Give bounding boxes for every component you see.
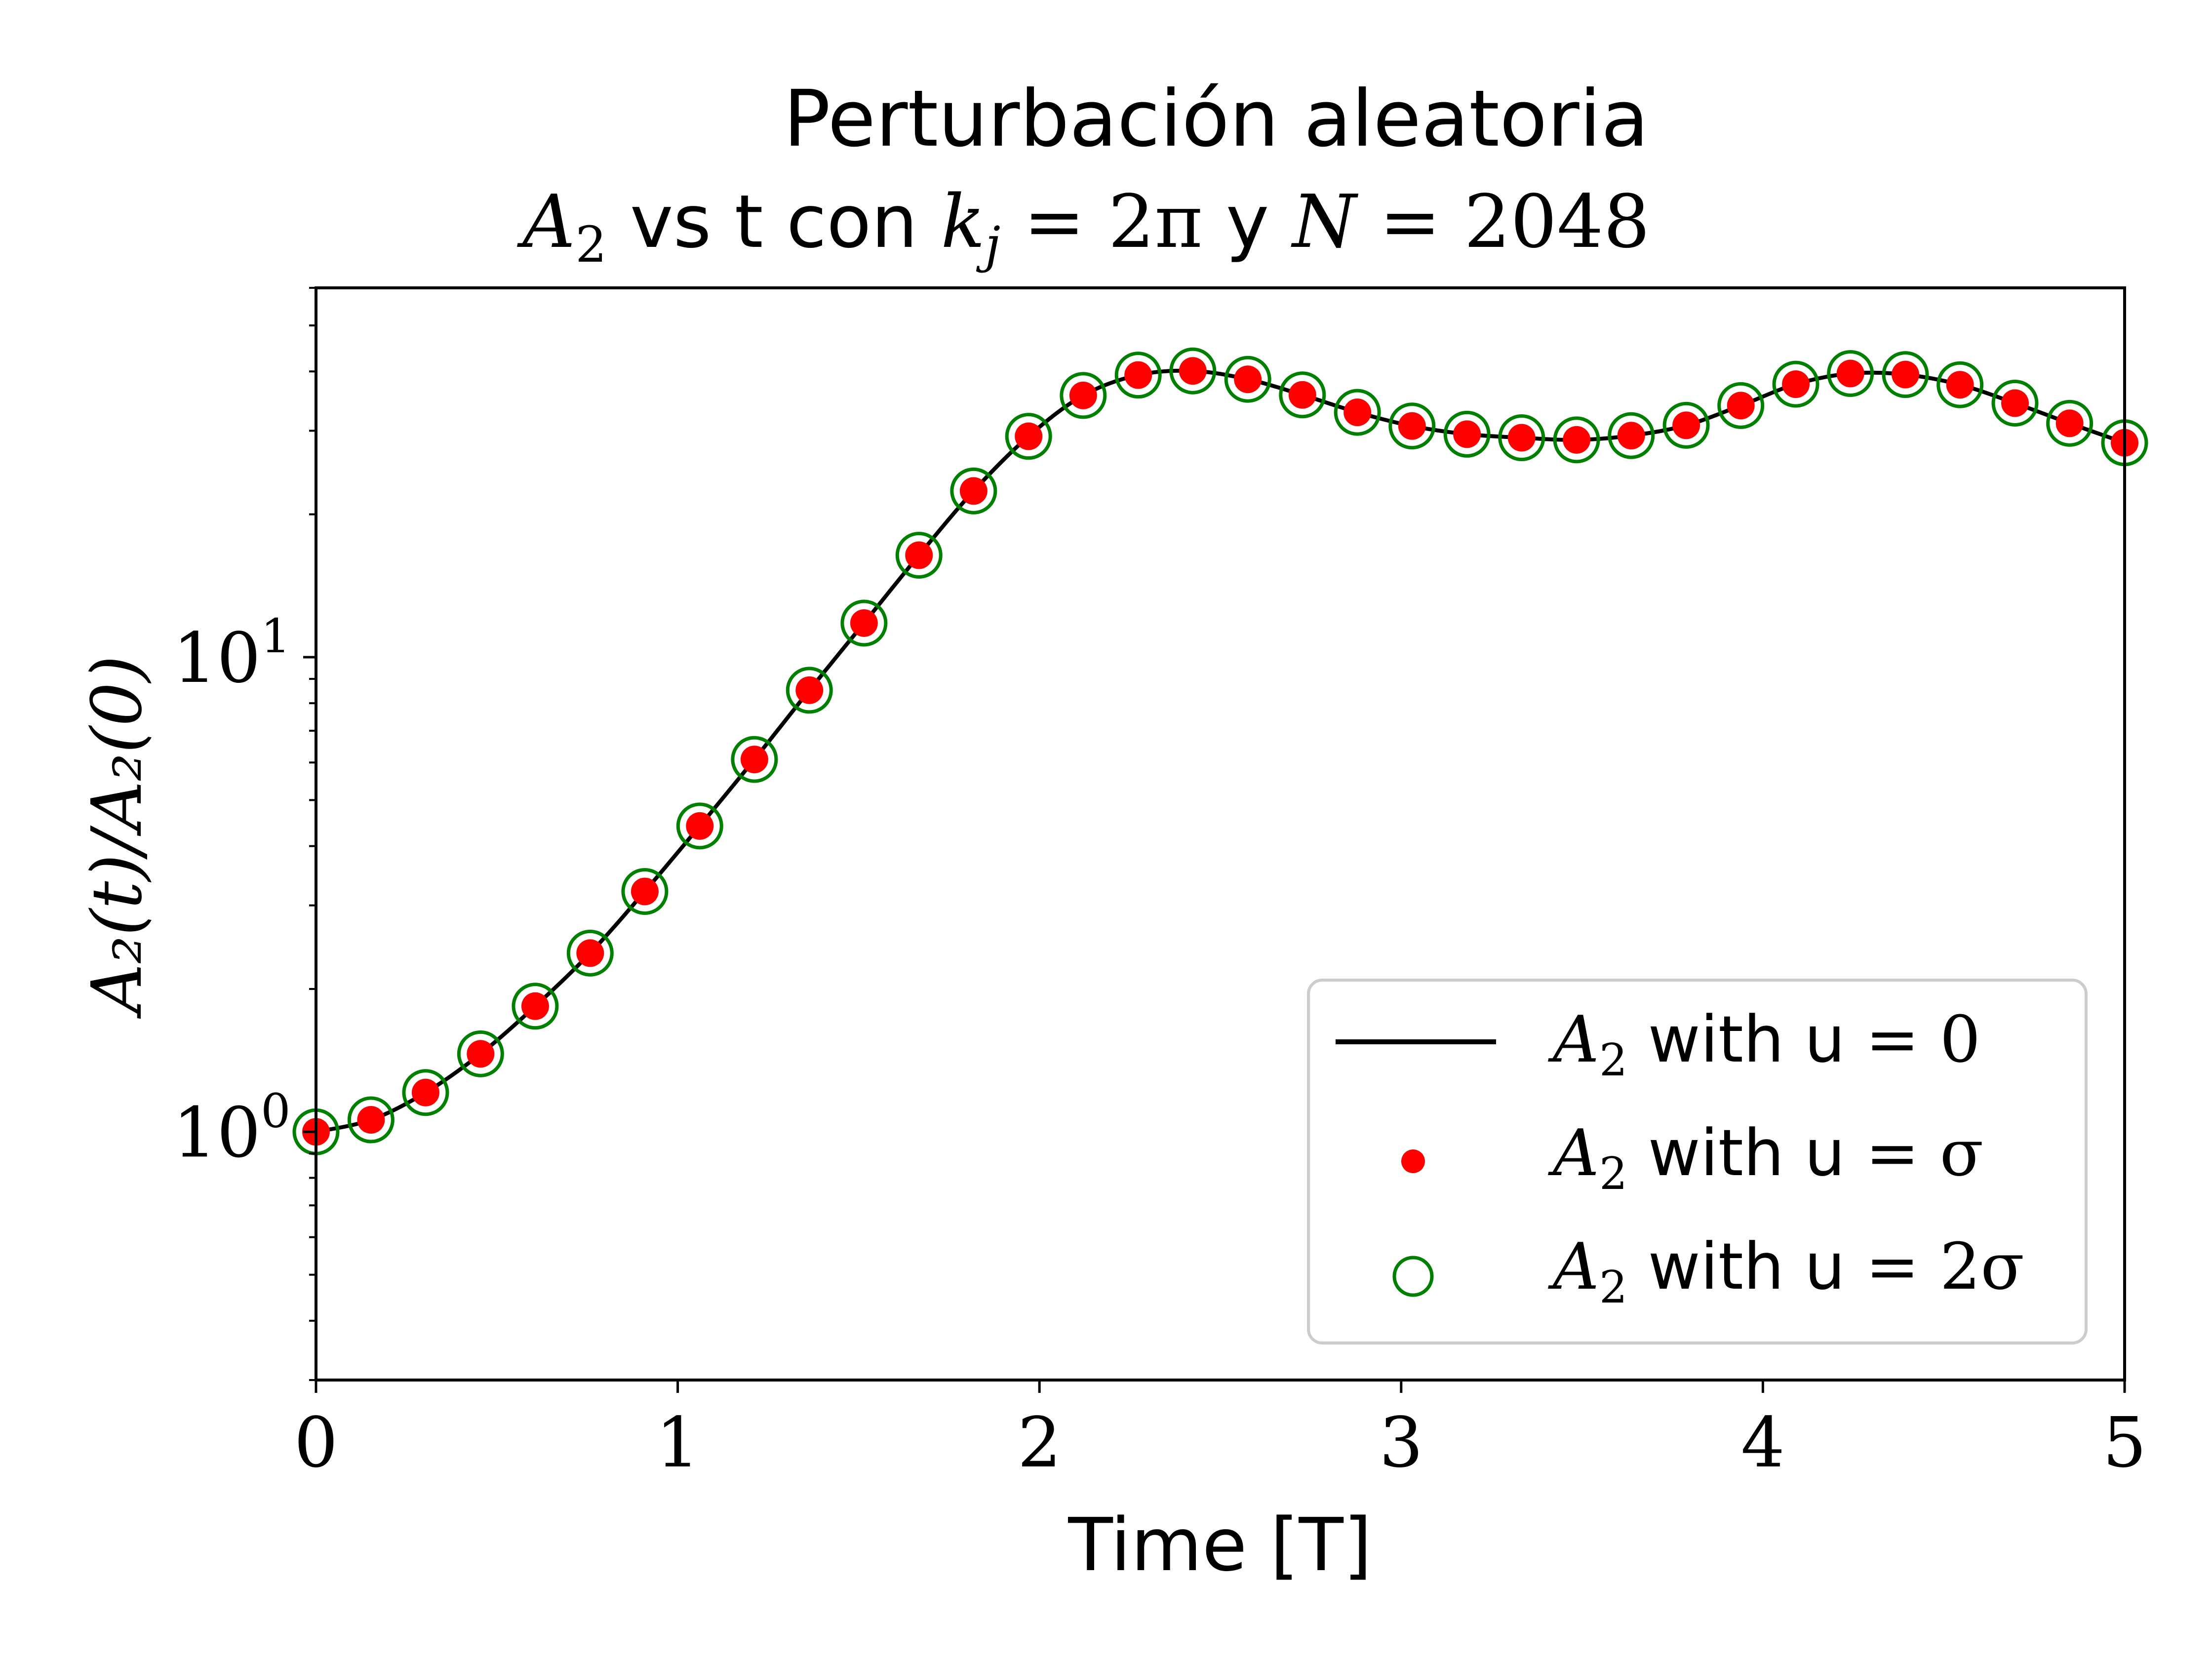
point-u-sigma xyxy=(1343,398,1372,427)
legend-open-swatch xyxy=(1392,1256,1434,1297)
point-u-sigma xyxy=(1617,422,1645,450)
point-u-sigma xyxy=(686,812,714,840)
point-u-sigma xyxy=(1069,381,1097,409)
point-u-sigma xyxy=(740,746,768,774)
point-u-2sigma xyxy=(1279,371,1326,419)
point-u-sigma xyxy=(1727,392,1755,420)
point-u-2sigma xyxy=(457,1030,504,1077)
point-u-2sigma xyxy=(2046,399,2094,447)
point-u-2sigma xyxy=(402,1069,449,1116)
point-u-2sigma xyxy=(1388,402,1436,450)
point-u-2sigma xyxy=(1005,413,1052,460)
point-u-sigma xyxy=(357,1106,385,1134)
x-tick-layer: 0 1 2 3 4 5 xyxy=(294,1380,2147,1483)
chart-title: Perturbación aleatoria xyxy=(784,74,1649,164)
y-tick-label: 100 xyxy=(173,1084,291,1173)
point-u-2sigma xyxy=(512,983,559,1030)
legend-label-u2sigma: A2 with u = 2σ xyxy=(1548,1229,2024,1313)
point-u-sigma xyxy=(1179,357,1207,385)
point-u-sigma xyxy=(1234,365,1262,394)
point-u-2sigma xyxy=(1334,389,1381,436)
point-u-2sigma xyxy=(950,467,997,514)
point-u-2sigma xyxy=(347,1096,395,1144)
chart-subtitle: A2 vs t con kj = 2π y N = 2048 xyxy=(516,179,1650,274)
x-tick-label: 4 xyxy=(1741,1403,1785,1483)
point-u-2sigma xyxy=(1224,356,1271,403)
point-u-sigma xyxy=(1398,412,1426,440)
point-u-sigma xyxy=(521,992,549,1020)
x-tick-label: 3 xyxy=(1379,1403,1423,1483)
point-u-2sigma xyxy=(895,532,943,579)
point-u-sigma xyxy=(467,1040,495,1068)
point-u-sigma xyxy=(1015,422,1043,450)
marker-layer xyxy=(292,347,2148,1155)
point-u-sigma xyxy=(1124,361,1152,389)
point-u-sigma xyxy=(1563,426,1591,454)
legend: A2 with u = 0 A2 with u = σ A2 with u = … xyxy=(1307,979,2088,1344)
point-u-2sigma xyxy=(1717,382,1765,429)
point-u-sigma xyxy=(631,877,659,906)
point-u-2sigma xyxy=(1498,414,1545,462)
point-u-2sigma xyxy=(840,599,888,647)
y-tick-label: 101 xyxy=(173,609,291,699)
y-axis-label: A₂(t)/A₂(0) xyxy=(77,655,158,1019)
point-u-2sigma xyxy=(1991,379,2039,427)
point-u-sigma xyxy=(2001,389,2029,417)
point-u-2sigma xyxy=(621,868,669,915)
point-u-2sigma xyxy=(1114,352,1162,399)
point-u-2sigma xyxy=(1443,410,1491,458)
point-u-sigma xyxy=(905,541,933,569)
x-tick-label: 1 xyxy=(656,1403,700,1483)
point-u-2sigma xyxy=(1882,351,1929,398)
legend-label-usigma: A2 with u = σ xyxy=(1548,1115,1983,1200)
point-u-sigma xyxy=(1672,411,1700,439)
point-u-sigma xyxy=(2055,409,2084,437)
point-u-sigma xyxy=(1946,371,1974,399)
point-u-2sigma xyxy=(1169,347,1217,395)
point-u-sigma xyxy=(850,609,878,637)
x-tick-label: 0 xyxy=(294,1403,338,1483)
point-u-2sigma xyxy=(1608,412,1655,459)
point-u-2sigma xyxy=(566,929,614,977)
x-axis-label: Time [T] xyxy=(1067,1502,1372,1587)
legend-box xyxy=(1307,979,2088,1344)
point-u-sigma xyxy=(1836,359,1864,388)
point-u-sigma xyxy=(576,939,604,967)
legend-label-u0: A2 with u = 0 xyxy=(1548,1002,1980,1086)
point-u-2sigma xyxy=(1772,360,1819,408)
point-u-2sigma xyxy=(1553,416,1600,464)
point-u-sigma xyxy=(959,477,988,505)
point-u-sigma xyxy=(1507,424,1536,452)
x-tick-label: 2 xyxy=(1018,1403,1062,1483)
point-u-sigma xyxy=(1892,360,1920,389)
point-u-2sigma xyxy=(1936,361,1984,408)
point-u-2sigma xyxy=(1662,401,1710,449)
plot-frame xyxy=(315,286,2126,1382)
x-tick-label: 5 xyxy=(2102,1403,2146,1483)
point-u-sigma xyxy=(411,1078,439,1106)
legend-filled-swatch xyxy=(1401,1149,1425,1173)
point-u-sigma xyxy=(1782,370,1810,398)
point-u-2sigma xyxy=(1827,350,1874,397)
point-u-sigma xyxy=(1453,420,1481,448)
y-tick-layer: 100 101 xyxy=(173,287,316,1381)
point-u-2sigma xyxy=(786,667,833,714)
point-u-2sigma xyxy=(676,802,723,850)
point-u-sigma xyxy=(795,676,824,704)
point-u-2sigma xyxy=(1060,372,1107,419)
point-u-2sigma xyxy=(731,736,778,783)
point-u-sigma xyxy=(1288,381,1316,409)
